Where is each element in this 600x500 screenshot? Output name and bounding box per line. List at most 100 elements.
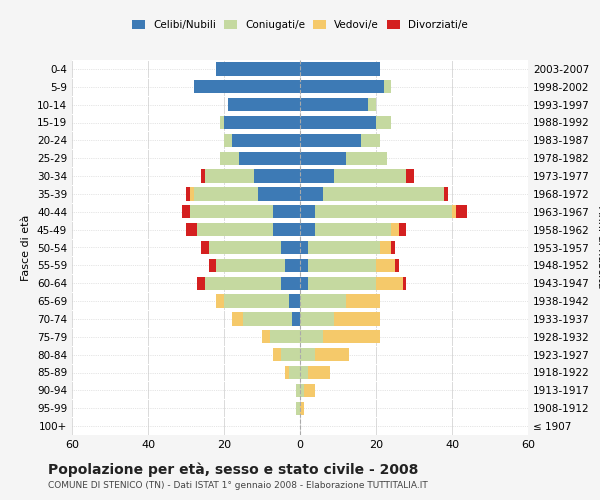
Bar [285,258,300,272]
Bar [300,348,315,362]
Bar [296,402,300,415]
Bar [300,116,391,129]
Bar [300,312,380,326]
Bar [300,241,391,254]
Bar [300,366,331,379]
Bar [209,258,300,272]
Text: COMUNE DI STENICO (TN) - Dati ISTAT 1° gennaio 2008 - Elaborazione TUTTITALIA.IT: COMUNE DI STENICO (TN) - Dati ISTAT 1° g… [48,481,428,490]
Bar [224,134,300,147]
Bar [197,223,300,236]
Bar [296,384,300,397]
Bar [281,276,300,290]
Bar [296,384,300,397]
Bar [217,62,300,76]
Bar [300,62,380,76]
Bar [228,98,300,112]
Bar [300,258,376,272]
Bar [296,384,300,397]
Bar [224,134,300,147]
Bar [243,312,300,326]
Bar [285,366,300,379]
Bar [300,241,308,254]
Bar [186,187,300,200]
Legend: Celibi/Nubili, Coniugati/e, Vedovi/e, Divorziati/e: Celibi/Nubili, Coniugati/e, Vedovi/e, Di… [129,16,471,33]
Bar [300,98,376,112]
Bar [300,312,380,326]
Bar [274,205,300,218]
Bar [209,241,300,254]
Bar [300,205,315,218]
Bar [300,330,380,344]
Bar [300,384,315,397]
Bar [182,205,300,218]
Bar [300,205,467,218]
Bar [289,366,300,379]
Bar [220,116,300,129]
Bar [232,312,300,326]
Bar [300,348,349,362]
Bar [239,152,300,165]
Bar [274,223,300,236]
Bar [300,366,331,379]
Bar [296,402,300,415]
Bar [300,80,383,94]
Bar [205,276,300,290]
Bar [300,294,346,308]
Bar [300,152,388,165]
Bar [300,80,391,94]
Bar [205,276,300,290]
Bar [274,348,300,362]
Bar [300,116,391,129]
Bar [201,170,300,183]
Bar [217,62,300,76]
Bar [254,170,300,183]
Bar [300,241,380,254]
Bar [186,223,300,236]
Bar [224,116,300,129]
Bar [201,241,300,254]
Bar [292,312,300,326]
Bar [217,62,300,76]
Bar [281,241,300,254]
Bar [300,402,304,415]
Bar [194,80,300,94]
Bar [300,366,308,379]
Bar [300,223,315,236]
Bar [224,294,300,308]
Bar [300,258,395,272]
Bar [217,62,300,76]
Bar [190,205,300,218]
Bar [281,348,300,362]
Bar [296,402,300,415]
Bar [300,62,380,76]
Bar [194,187,300,200]
Bar [300,205,452,218]
Bar [300,276,376,290]
Bar [289,294,300,308]
Bar [300,62,380,76]
Bar [220,152,300,165]
Bar [300,187,323,200]
Bar [205,170,300,183]
Bar [300,223,399,236]
Bar [300,205,456,218]
Bar [300,116,376,129]
Y-axis label: Fasce di età: Fasce di età [22,214,31,280]
Bar [300,134,380,147]
Bar [194,80,300,94]
Bar [232,134,300,147]
Bar [300,312,334,326]
Bar [300,294,380,308]
Bar [232,312,300,326]
Bar [300,80,391,94]
Bar [194,80,300,94]
Bar [300,152,346,165]
Bar [300,134,380,147]
Bar [300,62,380,76]
Bar [300,223,391,236]
Bar [300,170,414,183]
Bar [300,187,445,200]
Bar [300,276,406,290]
Bar [190,205,300,218]
Bar [300,80,391,94]
